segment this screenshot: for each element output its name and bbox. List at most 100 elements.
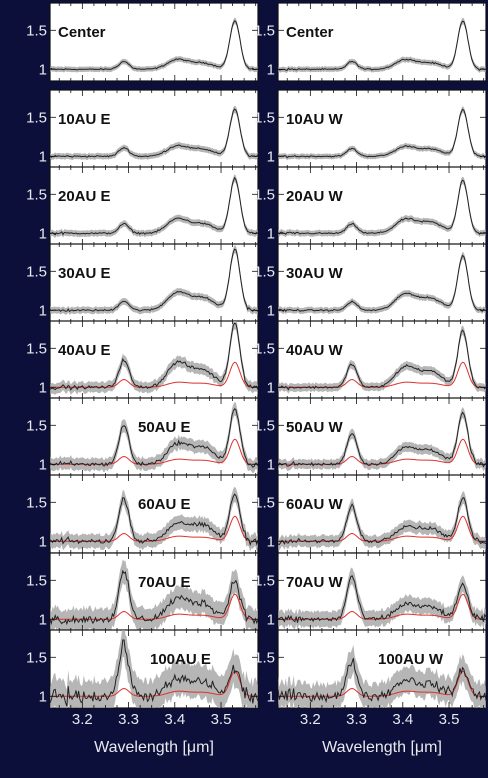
panel-title: 20AU W: [286, 188, 344, 205]
panel-title: 30AU W: [286, 265, 344, 282]
y-tick-label: 1: [39, 688, 47, 705]
y-tick-label: 1: [39, 302, 47, 319]
observed-spectrum-line: [278, 496, 486, 546]
x-tick-label: 3.5: [211, 711, 232, 728]
spectrum-panel: 1.5 1 50AU W: [254, 397, 487, 477]
panel-plot-area: [278, 176, 486, 238]
x-tick-label: 3.2: [300, 711, 321, 728]
spectrum-panel: 1.5 1 50AU E: [26, 397, 259, 477]
uncertainty-band: [278, 567, 486, 631]
panel-title: 70AU E: [138, 574, 191, 591]
y-tick-label: 1.5: [254, 263, 275, 280]
spectrum-panel: 1.5 1 30AU W: [254, 243, 487, 323]
x-axis-label: Wavelength [μm]: [322, 739, 442, 756]
panel-grid: 1.5 1 Center 1.5 1 Center 1.5 1 10AU E 1.5 1 10AU W…: [26, 2, 487, 709]
uncertainty-band: [50, 486, 258, 552]
observed-spectrum-line: [50, 639, 258, 707]
observed-spectrum-line: [50, 569, 258, 626]
panel-plot-area: [50, 630, 258, 708]
y-tick-label: 1.5: [26, 572, 47, 589]
spectrum-panel: 1.5 1 20AU W: [254, 166, 487, 246]
uncertainty-band: [278, 106, 486, 161]
y-tick-label: 1.5: [26, 109, 47, 126]
panel-plot-area: [50, 245, 258, 315]
panel-plot-area: [278, 644, 486, 708]
panel-title: Center: [286, 24, 334, 41]
y-tick-label: 1: [39, 61, 47, 78]
panel-plot-area: [278, 251, 486, 315]
uncertainty-band: [278, 17, 486, 73]
panel-plot-area: [50, 105, 258, 161]
observed-spectrum-line: [50, 322, 258, 391]
y-tick-label: 1.5: [26, 186, 47, 203]
y-tick-label: 1.5: [26, 263, 47, 280]
spectrum-panel: 1.5 1 20AU E: [26, 166, 259, 246]
panel-title: 10AU E: [58, 111, 111, 128]
spectrum-panel: 1.5 1 60AU E: [26, 474, 259, 554]
panel-title: 50AU W: [286, 419, 344, 436]
spectrum-panel: 1.5 1 10AU W: [254, 89, 487, 169]
spectrum-panel: 1.5 1 Center: [26, 2, 259, 82]
y-tick-label: 1.5: [254, 22, 275, 39]
y-tick-label: 1.5: [254, 417, 275, 434]
panel-plot-area: [278, 106, 486, 161]
y-tick-label: 1: [267, 225, 275, 242]
uncertainty-band: [278, 491, 486, 551]
y-tick-label: 1: [39, 611, 47, 628]
observed-spectrum-line: [50, 20, 258, 71]
y-tick-label: 1: [39, 225, 47, 242]
observed-spectrum-line: [278, 658, 486, 704]
observed-spectrum-line: [278, 108, 486, 159]
panel-title: 10AU W: [286, 111, 344, 128]
observed-spectrum-line: [278, 254, 486, 313]
panel-title: 60AU E: [138, 496, 191, 513]
panel-title: 40AU W: [286, 342, 344, 359]
y-tick-label: 1.5: [254, 340, 275, 357]
panel-title: 50AU E: [138, 419, 191, 436]
x-tick-label: 3.2: [72, 711, 93, 728]
uncertainty-band: [278, 325, 486, 394]
panel-plot-area: [278, 17, 486, 73]
panel-plot-area: [50, 559, 258, 631]
uncertainty-band: [50, 105, 258, 161]
panel-title: 70AU W: [286, 574, 344, 591]
y-tick-label: 1: [39, 456, 47, 473]
y-tick-label: 1.5: [254, 186, 275, 203]
y-tick-label: 1.5: [26, 494, 47, 511]
observed-spectrum-line: [50, 108, 258, 158]
y-tick-label: 1.5: [26, 340, 47, 357]
panel-plot-area: [50, 486, 258, 552]
y-tick-label: 1.5: [254, 494, 275, 511]
spectrum-panel: 1.5 1 Center: [254, 2, 487, 82]
spectrum-panel: 1.5 1 100AU W: [254, 629, 487, 709]
panel-title: 100AU W: [378, 651, 444, 668]
observed-spectrum-line: [50, 248, 258, 313]
y-tick-label: 1: [267, 611, 275, 628]
panel-title: 40AU E: [58, 342, 111, 359]
y-tick-label: 1: [39, 379, 47, 396]
uncertainty-band: [278, 407, 486, 472]
y-tick-label: 1: [267, 148, 275, 165]
y-tick-label: 1.5: [26, 417, 47, 434]
observed-spectrum-line: [278, 20, 486, 71]
panel-plot-area: [278, 567, 486, 631]
spectrum-panel: 1.5 1 30AU E: [26, 243, 259, 323]
y-tick-label: 1: [39, 148, 47, 165]
uncertainty-band: [50, 17, 258, 73]
observed-spectrum-line: [278, 179, 486, 235]
y-tick-label: 1.5: [254, 109, 275, 126]
x-tick-label: 3.4: [392, 711, 413, 728]
panel-plot-area: [50, 17, 258, 73]
y-tick-label: 1: [267, 688, 275, 705]
panel-plot-area: [50, 174, 258, 238]
spectrum-panel: 1.5 1 70AU E: [26, 552, 259, 632]
panel-plot-area: [278, 407, 486, 472]
observed-spectrum-line: [50, 493, 258, 547]
panel-plot-area: [278, 325, 486, 394]
x-tick-label: 3.4: [164, 711, 185, 728]
uncertainty-band: [50, 174, 258, 238]
x-tick-label: 3.5: [439, 711, 460, 728]
panel-title: 20AU E: [58, 188, 111, 205]
